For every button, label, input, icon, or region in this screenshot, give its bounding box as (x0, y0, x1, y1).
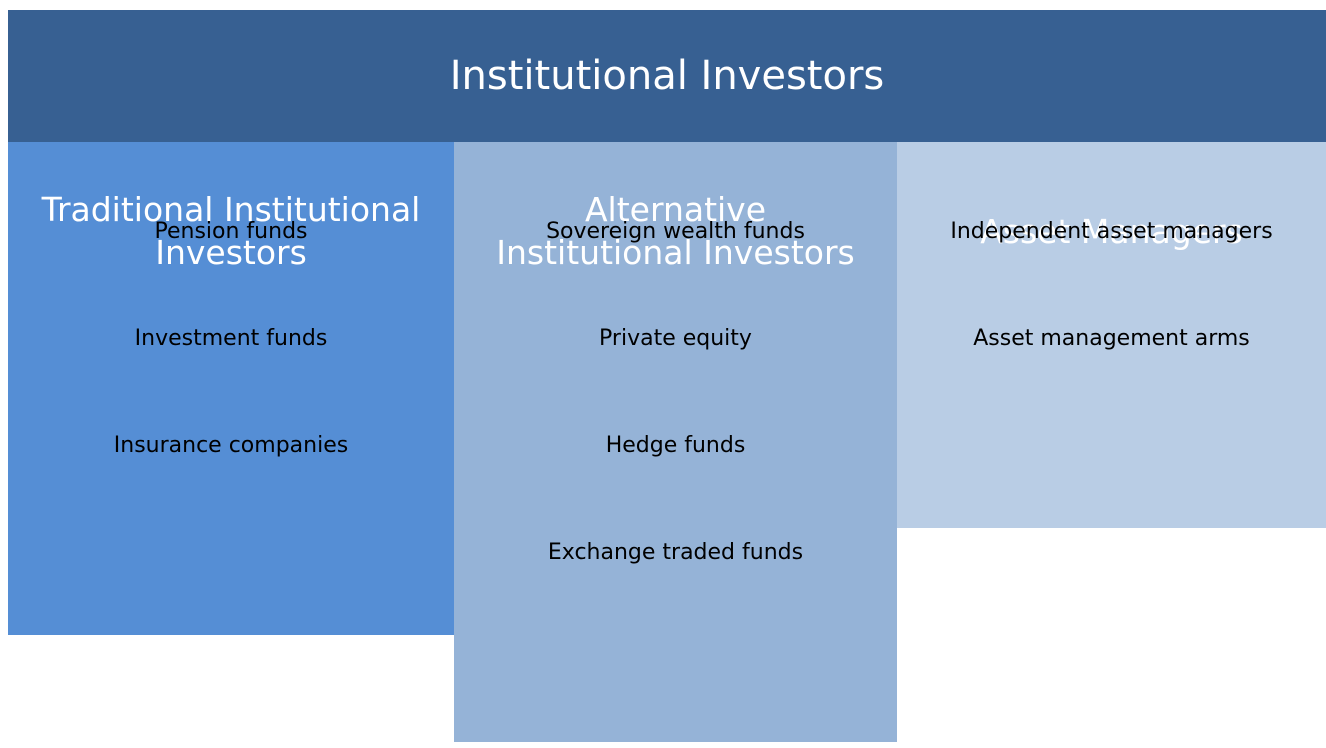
column-heading: Asset Managers (980, 211, 1243, 251)
column-item: Investment funds (134, 326, 328, 351)
column-item: Exchange traded funds (547, 540, 804, 565)
column-item: Independent asset managers (950, 219, 1273, 244)
column-item: Pension funds (154, 219, 308, 244)
column-item: Private equity (599, 326, 752, 351)
column-heading: Alternative Institutional Investors (496, 190, 855, 272)
column-item: Sovereign wealth funds (546, 219, 805, 244)
column-heading: Traditional Institutional Investors (41, 190, 421, 272)
column: Asset Managers Independent asset managers… (897, 142, 1326, 528)
column-item: Hedge funds (605, 433, 746, 458)
title: Institutional Investors (8, 10, 1326, 142)
column-item: Asset management arms (973, 326, 1250, 351)
column-item: Insurance companies (113, 433, 349, 458)
column: Alternative Institutional Investors Sover… (454, 142, 897, 742)
column: Traditional Institutional Investors Pensi… (8, 142, 454, 635)
